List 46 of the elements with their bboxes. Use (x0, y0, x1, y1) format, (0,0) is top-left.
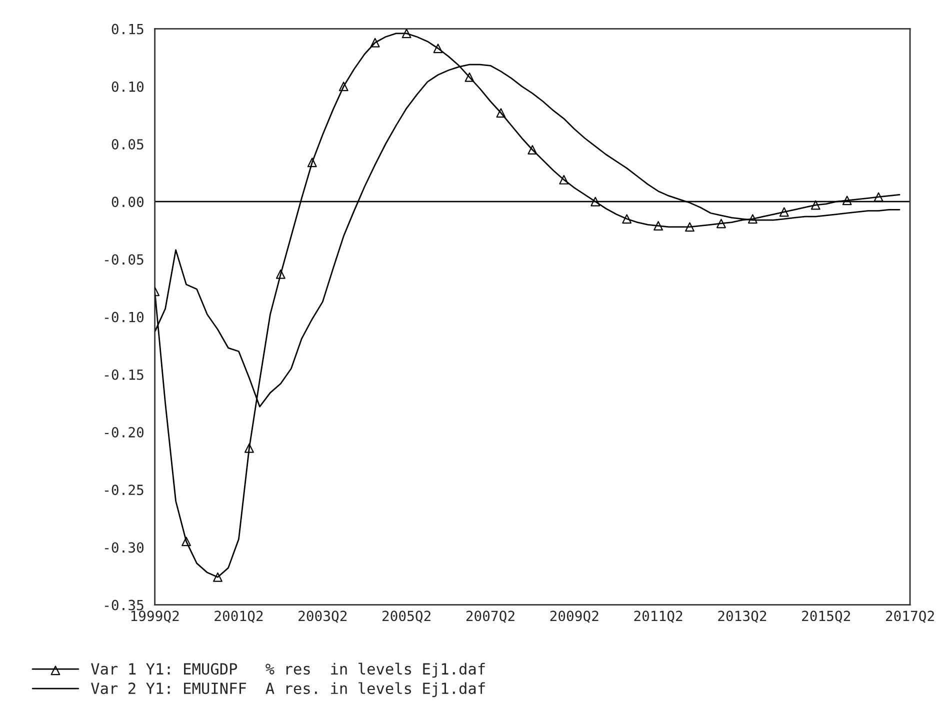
point (716, 218, 726, 228)
x-tick-label: 1999Q2 (131, 610, 179, 623)
point (654, 221, 664, 231)
y-tick-label: -0.35 (105, 600, 144, 610)
point (559, 174, 569, 184)
point (528, 145, 538, 154)
point (779, 207, 789, 217)
y-tick-label: -0.20 (105, 427, 144, 438)
legend-label: Var 2 Y1: EMUINFF A res. in levels Ej1.daf (91, 682, 485, 698)
point (748, 214, 758, 224)
x-tick-label: 2003Q2 (298, 610, 347, 623)
point (810, 200, 820, 210)
point (496, 108, 506, 118)
x-tick-label: 2005Q2 (382, 610, 430, 623)
x-tick-label: 2013Q2 (718, 610, 766, 623)
point (622, 214, 632, 224)
point (213, 572, 222, 582)
point (842, 196, 852, 206)
point (685, 222, 694, 232)
point (402, 28, 412, 38)
x-tick-label: 2001Q2 (214, 610, 263, 623)
y-tick-label: -0.30 (105, 542, 144, 553)
legend-label: Var 1 Y1: EMUGDP % res in levels Ej1.daf (91, 662, 485, 678)
x-tick-label: 2009Q2 (550, 610, 598, 623)
y-tick-label: 0.15 (112, 24, 144, 34)
point (464, 72, 474, 82)
y-tick-label: -0.05 (105, 254, 144, 265)
point (338, 82, 348, 92)
y-tick-label: -0.25 (105, 484, 144, 496)
y-tick-label: 0.05 (112, 139, 144, 150)
y-tick-label: 0.00 (112, 196, 144, 208)
point (590, 196, 600, 206)
y-tick-label: -0.10 (105, 312, 144, 322)
point (307, 158, 317, 168)
point (244, 443, 254, 453)
point (370, 38, 380, 48)
point (433, 44, 443, 54)
y-tick-label: 0.10 (112, 81, 144, 92)
point (182, 536, 192, 546)
x-tick-label: 2007Q2 (466, 610, 514, 623)
x-tick-label: 2015Q2 (802, 610, 850, 623)
y-tick-label: -0.15 (105, 369, 144, 380)
point (874, 192, 884, 202)
point (276, 269, 286, 279)
x-tick-label: 2011Q2 (634, 610, 682, 623)
x-tick-label: 2017Q2 (886, 610, 934, 623)
